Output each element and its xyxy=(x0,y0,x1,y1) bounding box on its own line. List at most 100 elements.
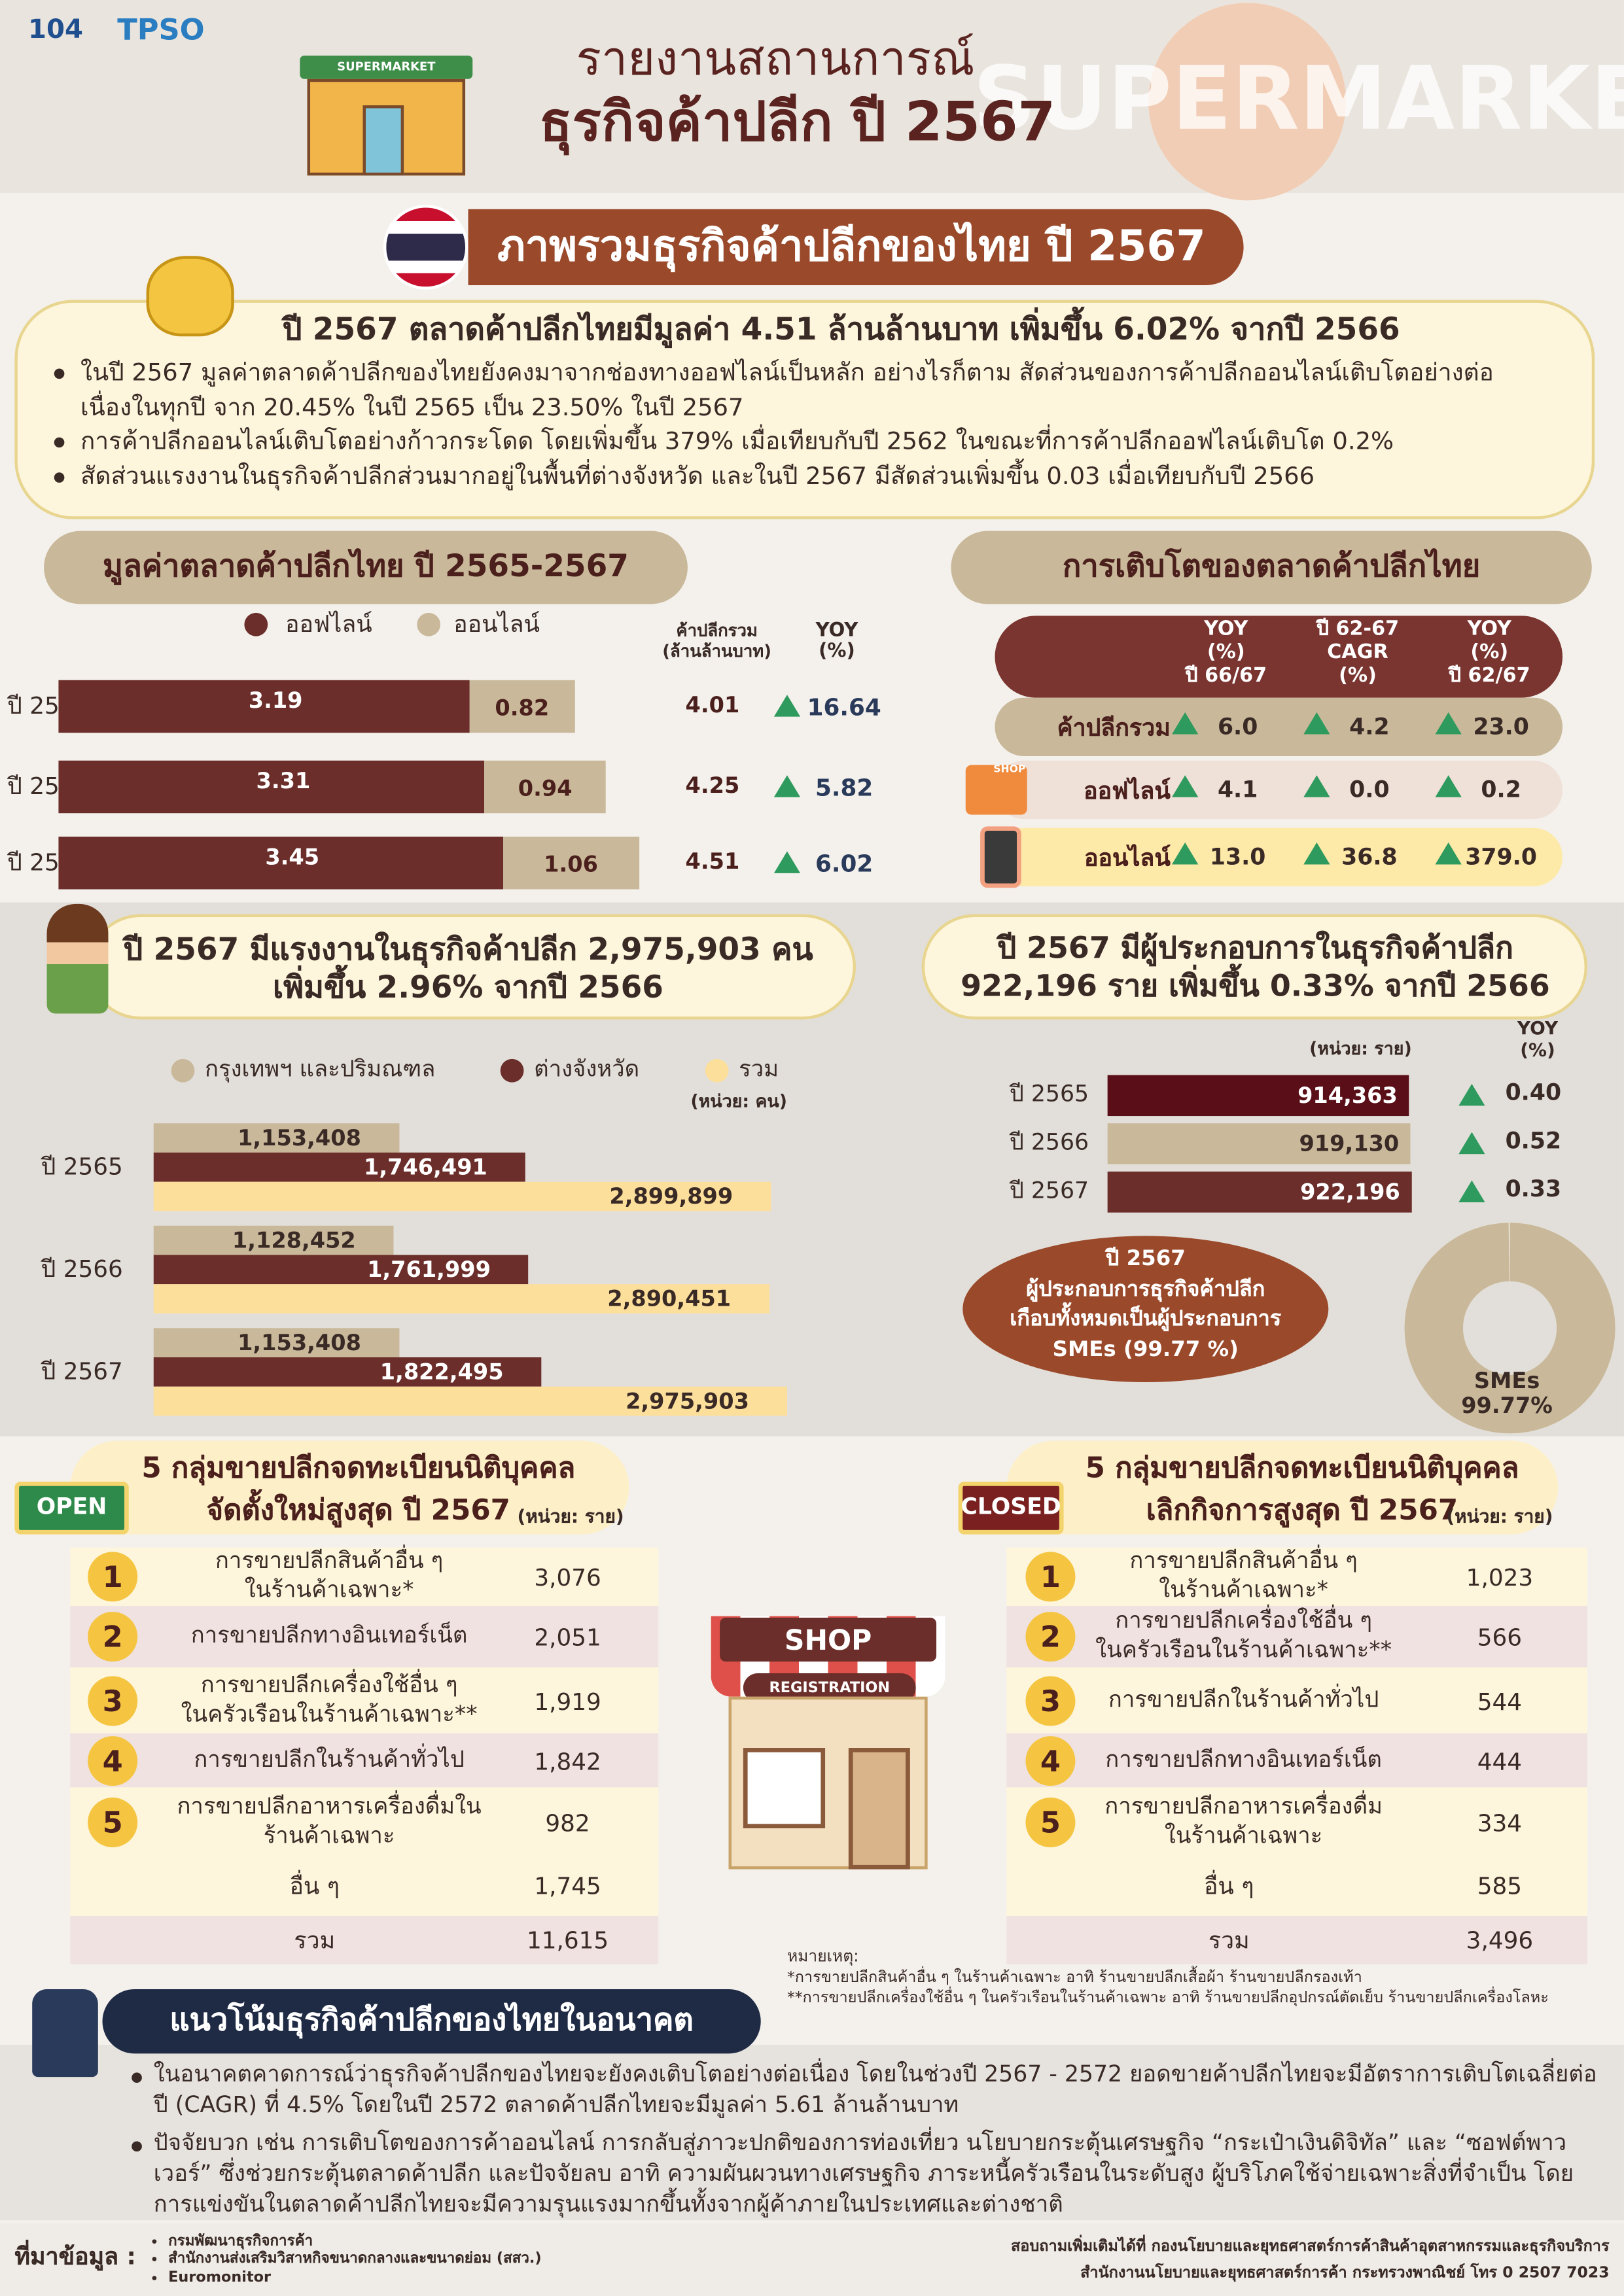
logo-number: 104 xyxy=(27,14,83,45)
overview-heading: ภาพรวมธุรกิจค้าปลีกของไทย ปี 2567 xyxy=(497,221,1206,271)
up-arrow-icon xyxy=(773,851,801,873)
year-label: ปี 2565 xyxy=(41,1152,123,1181)
value-label: 2,975,903 xyxy=(626,1387,749,1414)
category-value: 1,842 xyxy=(534,1747,601,1775)
overview-bullet: การค้าปลีกออนไลน์เติบโตอย่างก้าวกระโดด โ… xyxy=(80,426,1394,455)
trends-bullet: ในอนาคตคาดการณ์ว่าธุรกิจค้าปลีกของไทยจะย… xyxy=(153,2061,1597,2118)
total-label: 4.51 xyxy=(685,848,740,875)
value-label: 1,822,495 xyxy=(380,1358,504,1385)
value-label: 2,890,451 xyxy=(607,1285,732,1312)
table-row-bg xyxy=(70,1857,659,1917)
year-label: ปี 2567 xyxy=(41,1357,123,1385)
legend-swatch xyxy=(244,612,268,636)
overview-bullet: สัดส่วนแรงงานในธุรกิจค้าปลีกส่วนมากอยู่ใ… xyxy=(80,462,1315,491)
flag-icon xyxy=(383,205,468,290)
category-value: 982 xyxy=(545,1809,590,1837)
table-heading: เลิกกิจการสูงสุด ปี 2567 xyxy=(1146,1493,1458,1528)
table-row-bg xyxy=(70,1606,659,1668)
column-header: (%) xyxy=(1470,640,1509,664)
rank-number: 1 xyxy=(102,1559,123,1595)
market-heading: มูลค่าตลาดค้าปลีกไทย ปี 2565-2567 xyxy=(103,549,629,584)
legend-label: ออนไลน์ xyxy=(453,610,540,638)
rank-circle xyxy=(1025,1675,1076,1726)
legend-swatch xyxy=(171,1058,195,1083)
title-line1: รายงานสถานการณ์ xyxy=(576,30,975,86)
category-value: 334 xyxy=(1477,1809,1523,1837)
bar xyxy=(153,1284,769,1313)
source: กรมพัฒนาธุรกิจการค้า xyxy=(168,2233,313,2249)
store-door xyxy=(362,105,404,176)
shop-ribbon: REGISTRATION xyxy=(769,1680,891,1696)
trends-heading-bg xyxy=(102,1989,761,2054)
growth-value: 6.0 xyxy=(1217,714,1258,741)
up-arrow-icon xyxy=(1435,712,1462,735)
rank-circle xyxy=(1025,1612,1076,1662)
employment-heading: เพิ่มขึ้น 2.96% จากปี 2566 xyxy=(273,970,663,1005)
up-arrow-icon xyxy=(1435,775,1462,797)
column-header: YOY xyxy=(1204,617,1248,641)
growth-row-bg xyxy=(995,827,1563,887)
yoy-label: 5.82 xyxy=(815,773,874,802)
category-value: 1,919 xyxy=(534,1687,601,1715)
growth-value: 379.0 xyxy=(1465,844,1537,871)
shop-window xyxy=(743,1748,826,1828)
yoy-label: 16.64 xyxy=(807,693,881,722)
rank-circle xyxy=(88,1735,138,1786)
up-arrow-icon xyxy=(773,695,801,717)
bar xyxy=(153,1225,394,1255)
growth-value: 4.2 xyxy=(1349,714,1390,741)
category-name: การขายปลีกอาหารเครื่องดื่ม xyxy=(1104,1794,1383,1820)
bullet-dot xyxy=(131,2072,141,2082)
store-sign: SUPERMARKET xyxy=(337,60,436,73)
shop-icon-text: SHOP xyxy=(993,763,1026,775)
value-label: 2,899,899 xyxy=(609,1183,733,1209)
bar-online xyxy=(503,836,639,890)
table-heading-bg xyxy=(1006,1440,1559,1535)
legend-label: ออฟไลน์ xyxy=(285,610,372,638)
row-label: อื่น ๆ xyxy=(289,1872,340,1900)
sme-note-bg xyxy=(962,1236,1329,1383)
up-arrow-icon xyxy=(1458,1083,1485,1106)
rank-number: 3 xyxy=(102,1682,123,1718)
category-name: การขายปลีกในร้านค้าทั่วไป xyxy=(1108,1686,1379,1713)
shop-icon xyxy=(965,765,1027,815)
rank-circle xyxy=(1025,1798,1076,1848)
table-row-bg xyxy=(1006,1733,1588,1788)
total-label: 4.25 xyxy=(685,772,740,799)
source: Euromonitor xyxy=(168,2269,272,2286)
money-bag-icon xyxy=(146,256,234,337)
contact: สำนักงานนโยบายและยุทธศาสตร์การค้า กระทรว… xyxy=(1080,2264,1610,2282)
unit-label: (หน่วย: คน) xyxy=(690,1091,788,1112)
value-label: 0.82 xyxy=(495,694,550,721)
up-arrow-icon xyxy=(1172,775,1199,797)
column-header: ปี 62-67 xyxy=(1316,617,1400,641)
bar xyxy=(153,1152,526,1182)
table-row-bg xyxy=(70,1547,659,1607)
sign-board xyxy=(14,1482,129,1535)
sme-donut xyxy=(1404,1223,1615,1434)
category-name: ในครัวเรือนในร้านค้าเฉพาะ** xyxy=(181,1701,478,1728)
rank-number: 2 xyxy=(1040,1619,1061,1654)
category-value: 3,076 xyxy=(534,1563,601,1592)
category-value: 1,023 xyxy=(1466,1563,1534,1592)
column-header: YOY xyxy=(815,620,858,643)
binocular-icon xyxy=(32,1989,98,2078)
growth-value: 23.0 xyxy=(1473,714,1529,741)
rank-number: 5 xyxy=(1040,1805,1061,1840)
logo: TPSO xyxy=(117,11,205,47)
table-heading: 5 กลุ่มขายปลีกจดทะเบียนนิติบุคคล xyxy=(1085,1451,1519,1486)
up-arrow-icon xyxy=(1303,775,1330,797)
bullet-dot xyxy=(53,368,64,379)
source-label: ที่มาข้อมูล : xyxy=(14,2242,136,2270)
table-row-bg xyxy=(70,1733,659,1788)
donut-value: 99.77% xyxy=(1461,1392,1553,1419)
category-name: การขายปลีกทางอินเทอร์เน็ต xyxy=(190,1622,468,1649)
row-label: ค้าปลีกรวม xyxy=(1057,714,1171,742)
bar-offline xyxy=(58,760,485,814)
shop-sign: SHOP xyxy=(784,1624,872,1657)
rank-circle xyxy=(1025,1735,1076,1786)
growth-value: 0.0 xyxy=(1349,777,1390,804)
growth-value: 13.0 xyxy=(1209,844,1266,871)
up-arrow-icon xyxy=(1172,712,1199,735)
